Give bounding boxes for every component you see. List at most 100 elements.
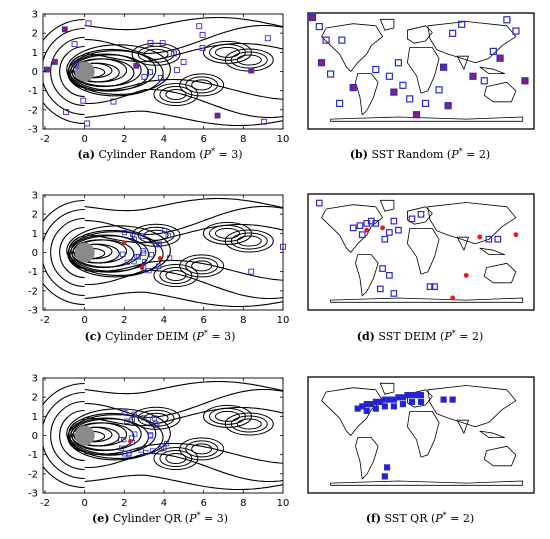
sensor-square: [406, 95, 414, 103]
x-tick-label: 2: [121, 315, 127, 326]
sensor-square-filled: [469, 72, 477, 80]
sensor-square: [131, 236, 137, 242]
y-tick-label: 3: [32, 191, 38, 202]
sensor-square: [146, 69, 153, 76]
sensor-square: [138, 447, 144, 453]
sensor-square-filled: [440, 63, 448, 71]
map-frame: [307, 193, 535, 311]
coastline: [407, 228, 440, 275]
y-tick-label: 3: [32, 374, 38, 385]
y-tick-label: 1: [32, 48, 38, 59]
caption-d: (d) SST DEIM (P* = 2): [357, 329, 483, 343]
y-tick-label: -2: [28, 469, 38, 480]
sensor-square: [156, 242, 162, 248]
caption-c: (c) Cylinder DEIM (P* = 3): [85, 329, 236, 343]
deim-point: [380, 225, 385, 231]
sensor-square-filled: [417, 391, 425, 399]
sensor-square: [145, 417, 151, 423]
sensor-square: [154, 422, 160, 428]
sensor-square: [132, 431, 138, 437]
sensor-square: [421, 99, 430, 108]
coastline: [355, 437, 379, 480]
sensor-square: [338, 36, 346, 44]
caption-sup: *: [452, 329, 456, 338]
sensor-square: [379, 265, 386, 272]
caption-label: (a): [77, 148, 95, 161]
sensor-square: [503, 16, 511, 24]
sensor-square: [173, 67, 180, 74]
deim-point: [477, 234, 483, 240]
sensor-square: [386, 229, 393, 236]
sensor-square: [71, 41, 78, 48]
sensor-square: [165, 232, 171, 238]
sensor-square: [261, 118, 267, 125]
x-tick-label: 2: [121, 134, 127, 145]
y-tick-label: 0: [32, 67, 38, 78]
sensor-square: [118, 436, 124, 443]
sensor-square-filled: [399, 401, 407, 408]
coastline: [407, 47, 440, 94]
sensor-square: [386, 272, 393, 279]
qr-point: [128, 439, 133, 444]
sensor-square-filled: [449, 396, 456, 403]
sensor-square-filled: [363, 407, 370, 414]
caption-symbol: P: [434, 512, 443, 525]
sensor-square: [431, 283, 438, 291]
cylinder-body: [74, 425, 95, 446]
sensor-square-filled: [521, 77, 529, 85]
contour-lines: [43, 380, 283, 491]
x-tick-label: 6: [200, 498, 206, 509]
sensor-square: [449, 29, 457, 37]
x-tick-label: 8: [240, 134, 246, 145]
coastline: [379, 382, 395, 395]
sensor-square: [196, 23, 203, 30]
caption-text: Cylinder QR (: [109, 512, 189, 525]
caption-f: (f) SST QR (P* = 2): [366, 511, 474, 525]
sst-panel-qr: [307, 376, 535, 494]
y-tick-label: 0: [32, 431, 38, 442]
sensor-markers: [315, 199, 519, 301]
coastline: [330, 480, 524, 486]
y-tick-label: -3: [28, 489, 38, 500]
coastline: [355, 254, 379, 297]
caption-eq: = 3): [208, 330, 236, 343]
coastline: [321, 204, 383, 253]
sensor-square-filled: [308, 13, 317, 22]
sensor-square: [142, 259, 148, 265]
deim-point: [157, 256, 163, 261]
deim-point: [463, 272, 469, 278]
coastline: [407, 411, 440, 458]
sensor-square: [80, 97, 87, 104]
sensor-square: [390, 290, 398, 297]
caption-eq: = 2): [456, 330, 484, 343]
caption-symbol: P: [443, 330, 452, 343]
x-tick-label: 6: [200, 315, 206, 326]
sensor-square: [170, 50, 177, 57]
sensor-square: [372, 65, 380, 74]
y-tick-label: -1: [28, 86, 38, 97]
caption-label: (e): [92, 512, 109, 525]
sensor-square: [512, 27, 520, 35]
sensor-square: [394, 59, 402, 67]
sensor-square: [162, 228, 168, 234]
sensor-square: [381, 235, 389, 243]
sensor-square: [146, 268, 152, 274]
sensor-square: [167, 255, 173, 261]
y-tick-label: -2: [28, 105, 38, 116]
sensor-square: [199, 31, 206, 38]
caption-sup: *: [459, 147, 463, 156]
caption-b: (b) SST Random (P* = 2): [350, 147, 490, 161]
map-frame: [307, 12, 535, 130]
sensor-square-filled: [384, 464, 391, 471]
sensor-square: [385, 72, 393, 80]
sensor-square: [131, 411, 137, 417]
sensor-square: [124, 418, 130, 424]
y-tick-label: -1: [28, 267, 38, 278]
caption-symbol: P: [188, 512, 197, 525]
sensor-square: [163, 440, 170, 447]
sensor-square: [151, 415, 158, 421]
sensor-square-filled: [381, 403, 388, 410]
x-tick-label: 10: [277, 498, 290, 509]
